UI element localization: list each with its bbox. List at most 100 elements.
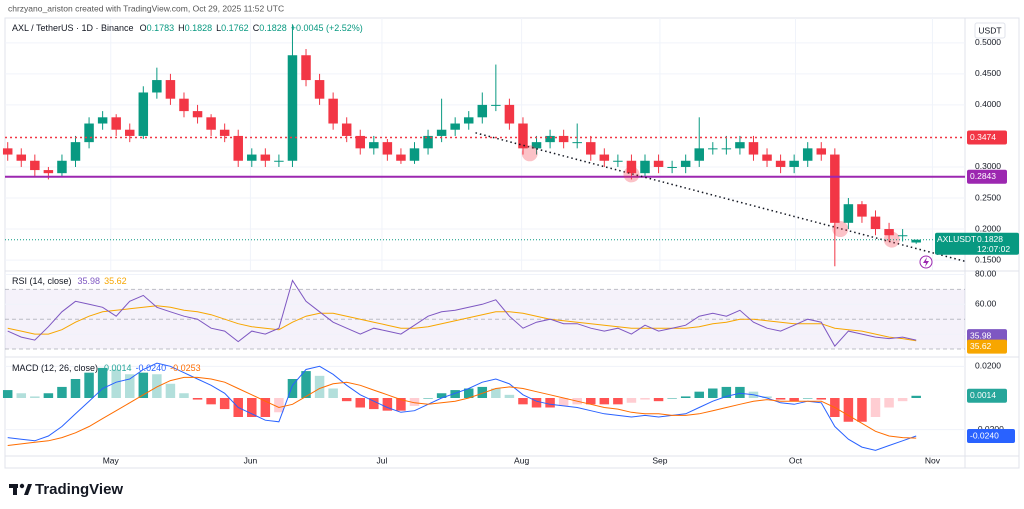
candle-body: [789, 160, 799, 167]
candle-body: [884, 229, 894, 236]
y-tick-label: -0.0200: [975, 424, 1004, 434]
histogram-bar: [206, 398, 216, 405]
candle-body: [111, 117, 121, 130]
histogram-bar: [843, 398, 854, 422]
candle-body: [558, 135, 569, 143]
candle-body: [599, 154, 610, 161]
y-tick-label: 0.3000: [975, 161, 1001, 171]
histogram-bar: [179, 393, 189, 398]
candle-body: [721, 148, 732, 150]
candle-body: [680, 160, 691, 167]
alert-icon-bolt: [923, 257, 929, 267]
histogram-bar: [70, 379, 81, 398]
candle-body: [274, 160, 284, 162]
histogram-bar: [680, 396, 691, 398]
histogram-bar: [450, 390, 460, 398]
histogram-bar: [640, 398, 650, 400]
logo: TradingView: [9, 481, 123, 498]
rsi-line: [7, 305, 917, 342]
logo-mark: [24, 484, 32, 495]
candle-body: [504, 104, 515, 124]
byline: chrzyano_ariston created with TradingVie…: [8, 3, 284, 13]
rsi-last-label-box: [967, 329, 1007, 344]
histogram-bar: [16, 393, 27, 398]
low-value: 0.1762: [221, 23, 249, 33]
histogram-bar: [586, 398, 596, 405]
histogram-bar: [870, 398, 881, 417]
candle-body: [260, 154, 271, 161]
histogram-bar: [247, 398, 257, 417]
rsi-value: 35.98: [78, 276, 101, 286]
histogram-bar: [111, 369, 121, 398]
histogram-bar: [491, 388, 501, 398]
x-tick-label: Aug: [514, 455, 529, 465]
candle-body: [816, 148, 827, 155]
rsi-last-label-box: [967, 339, 1007, 354]
candle-body: [396, 154, 406, 161]
rsi-header: RSI (14, close) 35.98 35.62: [12, 276, 127, 286]
macd-last-label: -0.0240: [970, 430, 999, 440]
rsi-last-label: 35.62: [970, 341, 992, 351]
candle-body: [748, 142, 759, 155]
histogram-bar: [43, 393, 54, 398]
candle-body: [450, 123, 460, 130]
histogram-bar: [531, 398, 542, 408]
candle-body: [84, 123, 94, 143]
candle-body: [843, 204, 854, 223]
candle-body: [233, 135, 243, 161]
macd-header: MACD (12, 26, close) 0.0014 -0.0240 -0.0253: [12, 363, 201, 373]
candle-body: [775, 160, 786, 167]
histogram-bar: [314, 375, 325, 398]
candle-body: [802, 148, 813, 161]
ohlc-key: C: [253, 23, 260, 33]
candle-body: [152, 80, 162, 93]
candle-body: [694, 148, 704, 161]
histogram-bar: [355, 398, 365, 408]
candle-body: [30, 160, 40, 171]
histogram-bar: [2, 390, 13, 398]
histogram-bar: [775, 398, 786, 400]
macd-value: -0.0240: [136, 363, 167, 373]
histogram-bar: [463, 388, 474, 398]
candle-body: [341, 123, 352, 136]
histogram-bar: [802, 398, 813, 399]
rsi-line: [7, 279, 917, 347]
last-price-label: 0.1828: [977, 234, 1003, 244]
ohlc-key: L: [216, 23, 221, 33]
candle-body: [613, 160, 623, 162]
candle-body: [2, 148, 13, 155]
marker: [521, 145, 538, 162]
candle-body: [463, 117, 474, 124]
candle-body: [491, 104, 501, 106]
histogram-bar: [599, 398, 610, 405]
histogram-bar: [762, 396, 772, 398]
y-tick-label: 0.2500: [975, 192, 1001, 202]
symbol-title: AXL / TetherUS · 1D · Binance: [12, 23, 134, 33]
histogram-bar: [558, 398, 569, 406]
candle-body: [219, 129, 230, 136]
histogram-bar: [328, 388, 338, 398]
histogram-bar: [152, 374, 162, 398]
candle-body: [409, 148, 420, 161]
candle-body: [870, 216, 881, 230]
histogram-value: 0.0014: [104, 363, 132, 373]
histogram-bar: [504, 394, 515, 398]
candle-body: [586, 142, 596, 155]
histogram-bar: [667, 398, 677, 399]
histogram-bar: [192, 398, 203, 400]
histogram-bar: [165, 383, 176, 398]
candle-body: [97, 117, 108, 124]
histogram-bar: [84, 372, 94, 398]
rsi-title: RSI (14, close): [12, 276, 72, 286]
histogram-bar: [789, 398, 799, 402]
marker: [883, 231, 900, 248]
candle-body: [897, 235, 908, 237]
histogram-bar: [545, 398, 555, 408]
candle-body: [545, 135, 555, 143]
symbol-box: [935, 232, 1019, 255]
candle-body: [43, 170, 54, 174]
histogram-bar: [518, 398, 528, 405]
candle-body: [572, 142, 582, 144]
histogram-bar: [897, 398, 908, 402]
